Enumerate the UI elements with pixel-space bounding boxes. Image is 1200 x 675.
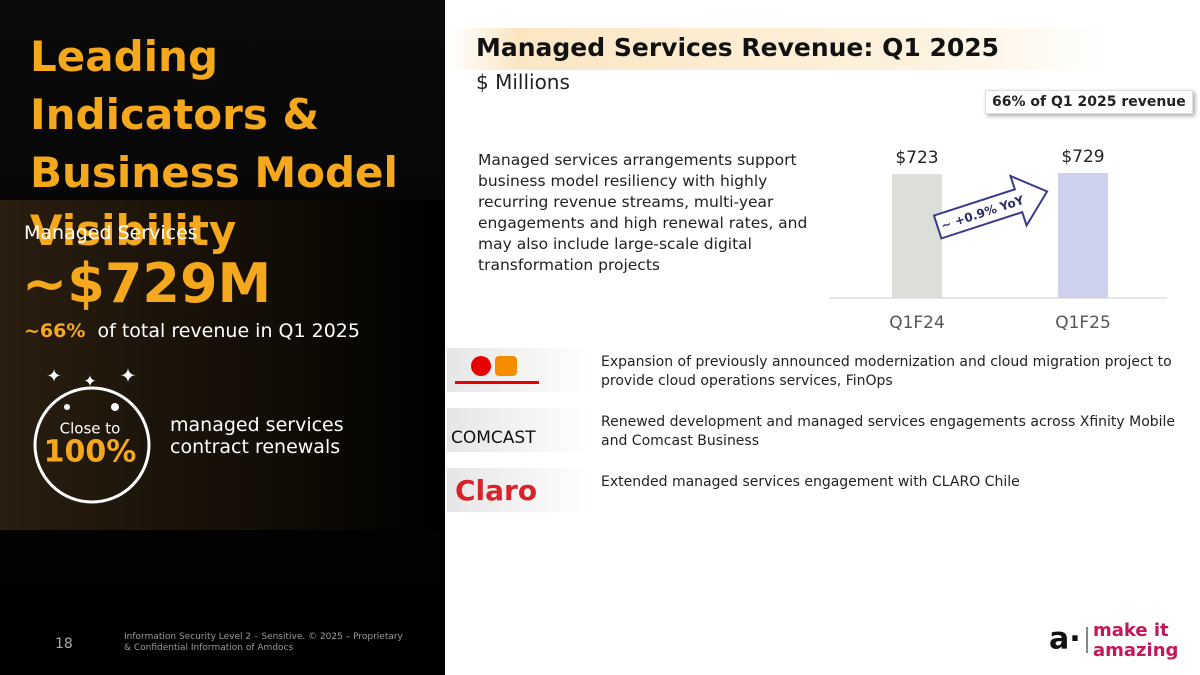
share-line: ~66% of total revenue in Q1 2025 <box>24 320 360 342</box>
page-number: 18 <box>55 636 73 652</box>
arrow-shape <box>932 174 1049 240</box>
brand-mark: a· <box>1049 622 1081 657</box>
description: Managed services arrangements support bu… <box>478 151 808 274</box>
sparkle: ✦ <box>83 372 96 391</box>
value-label: $729 <box>1061 147 1104 167</box>
share-text: of total revenue in Q1 2025 <box>97 320 360 342</box>
value-label: $723 <box>895 148 938 168</box>
sparkle: ✦ <box>120 365 137 388</box>
header-bar <box>450 28 1110 70</box>
header-subtitle: $ Millions <box>476 70 570 94</box>
logo-square <box>495 356 517 376</box>
brand-bottom: amazing <box>1093 640 1178 661</box>
vodafone-ziggo-logo <box>455 356 539 384</box>
bar <box>1058 173 1108 298</box>
badge: 66% of Q1 2025 revenue <box>985 90 1193 114</box>
x-tick-label: Q1F25 <box>1055 313 1111 333</box>
item-text: Expansion of previously announced modern… <box>601 354 1172 389</box>
brand-logo: a· make it amazing <box>1049 620 1178 661</box>
share: ~66% <box>24 320 86 342</box>
growth-arrow: ~ +0.9% YoY <box>932 174 1049 240</box>
header-title: Managed Services Revenue: Q1 2025 <box>476 33 1000 62</box>
sparkle: ✦ <box>46 366 61 387</box>
logo-box <box>447 348 592 392</box>
left-highlight <box>0 200 445 530</box>
left-title: Leading Indicators & Business Model Visi… <box>30 32 398 255</box>
circle <box>33 386 151 504</box>
logo-line <box>455 381 539 384</box>
circle-top: Close to <box>60 420 121 438</box>
brand-top: make it <box>1093 620 1169 641</box>
logo-dot <box>471 356 491 376</box>
logo-text: Claro <box>455 474 538 507</box>
dot <box>64 404 70 410</box>
dot <box>111 403 119 411</box>
logo-text: COMCAST <box>451 428 536 448</box>
renewals: managed services contract renewals <box>170 414 344 458</box>
bar <box>892 174 942 298</box>
x-tick-label: Q1F24 <box>889 313 945 333</box>
item-text: Renewed development and managed services… <box>601 414 1176 449</box>
logo-box: Claro <box>447 468 592 512</box>
circle-big: 100% <box>44 435 137 470</box>
footer-note: Information Security Level 2 – Sensitive… <box>124 632 403 653</box>
item-text: Extended managed services engagement wit… <box>601 474 1020 490</box>
logo-box: COMCAST <box>447 408 592 452</box>
ms-label: Managed Services <box>24 222 198 244</box>
ms-value: ~$729M <box>22 252 272 315</box>
renewal-icon: ✦ ✦ ✦ Close to 100% <box>33 365 151 504</box>
